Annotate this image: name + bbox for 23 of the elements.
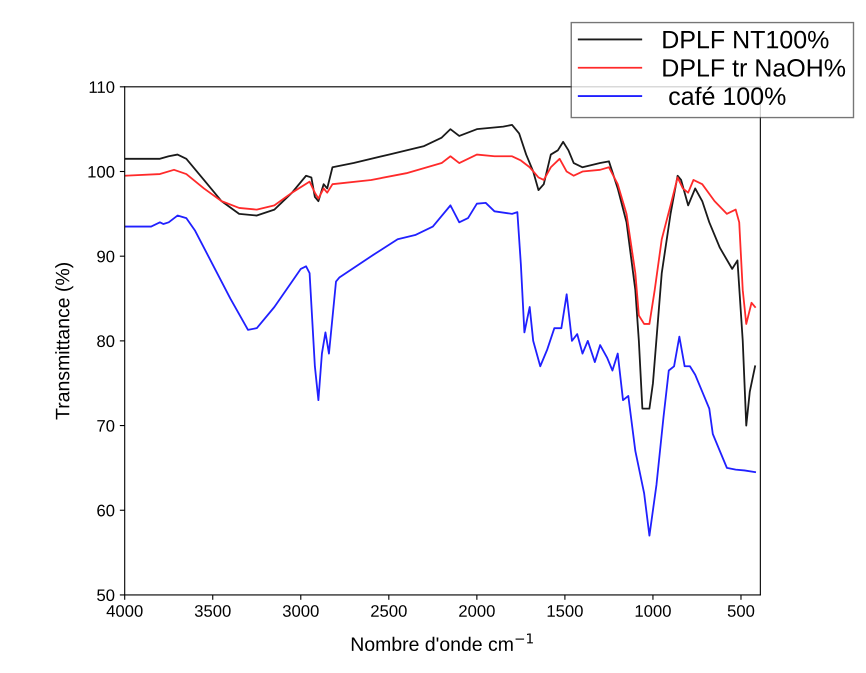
y-tick-label: 110	[90, 81, 114, 94]
y-tick-label: 80	[97, 335, 114, 348]
y-tick-label: 90	[97, 250, 114, 262]
y-axis-title: Transmittance (%)	[55, 263, 74, 420]
line-series	[124, 154, 756, 325]
x-tick-label: 3000	[282, 605, 319, 617]
x-tick-label: 500	[728, 605, 754, 617]
x-tick-label: 2000	[459, 605, 495, 617]
x-tick-label: 1000	[636, 605, 671, 617]
legend-label: DPLF NT100%	[663, 30, 828, 48]
y-tick-label: 100	[88, 166, 114, 178]
x-tick-label: 2500	[371, 605, 407, 617]
legend-label: café 100%	[669, 86, 786, 106]
y-tick-label: 70	[97, 420, 114, 432]
legend-label: DPLF tr NaOH%	[663, 59, 846, 77]
line-series	[124, 124, 756, 426]
x-axis-title: Nombre d'onde cm$^{−1}$	[352, 633, 533, 652]
line-series	[124, 202, 756, 537]
x-tick-label: 1500	[548, 605, 583, 617]
y-tick-label: 50	[97, 589, 114, 602]
x-tick-label: 4000	[106, 605, 143, 617]
x-tick-label: 3500	[194, 605, 231, 617]
y-tick-label: 60	[97, 504, 114, 516]
